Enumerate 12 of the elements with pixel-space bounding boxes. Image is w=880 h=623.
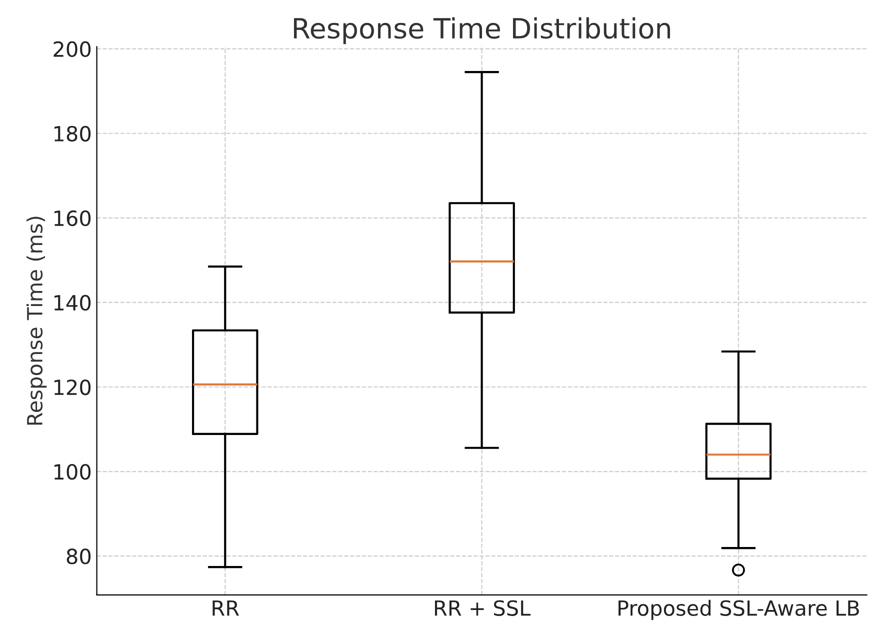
x-tick-label: RR — [212, 600, 240, 616]
y-tick-label: 200 — [54, 41, 91, 58]
y-axis-title: Response Time (ms) — [26, 216, 47, 425]
y-tick-label: 160 — [54, 210, 91, 226]
y-tick-label: 80 — [66, 548, 91, 564]
y-tick-label: 100 — [54, 464, 91, 480]
y-tick-label: 140 — [54, 294, 91, 311]
y-tick-label: 180 — [54, 126, 91, 142]
chart-title: Response Time Distribution — [294, 17, 670, 44]
x-tick-label: RR + SSL — [434, 600, 531, 616]
x-tick-label: Proposed SSL-Aware LB — [618, 600, 859, 620]
y-tick-label: 120 — [54, 379, 91, 396]
